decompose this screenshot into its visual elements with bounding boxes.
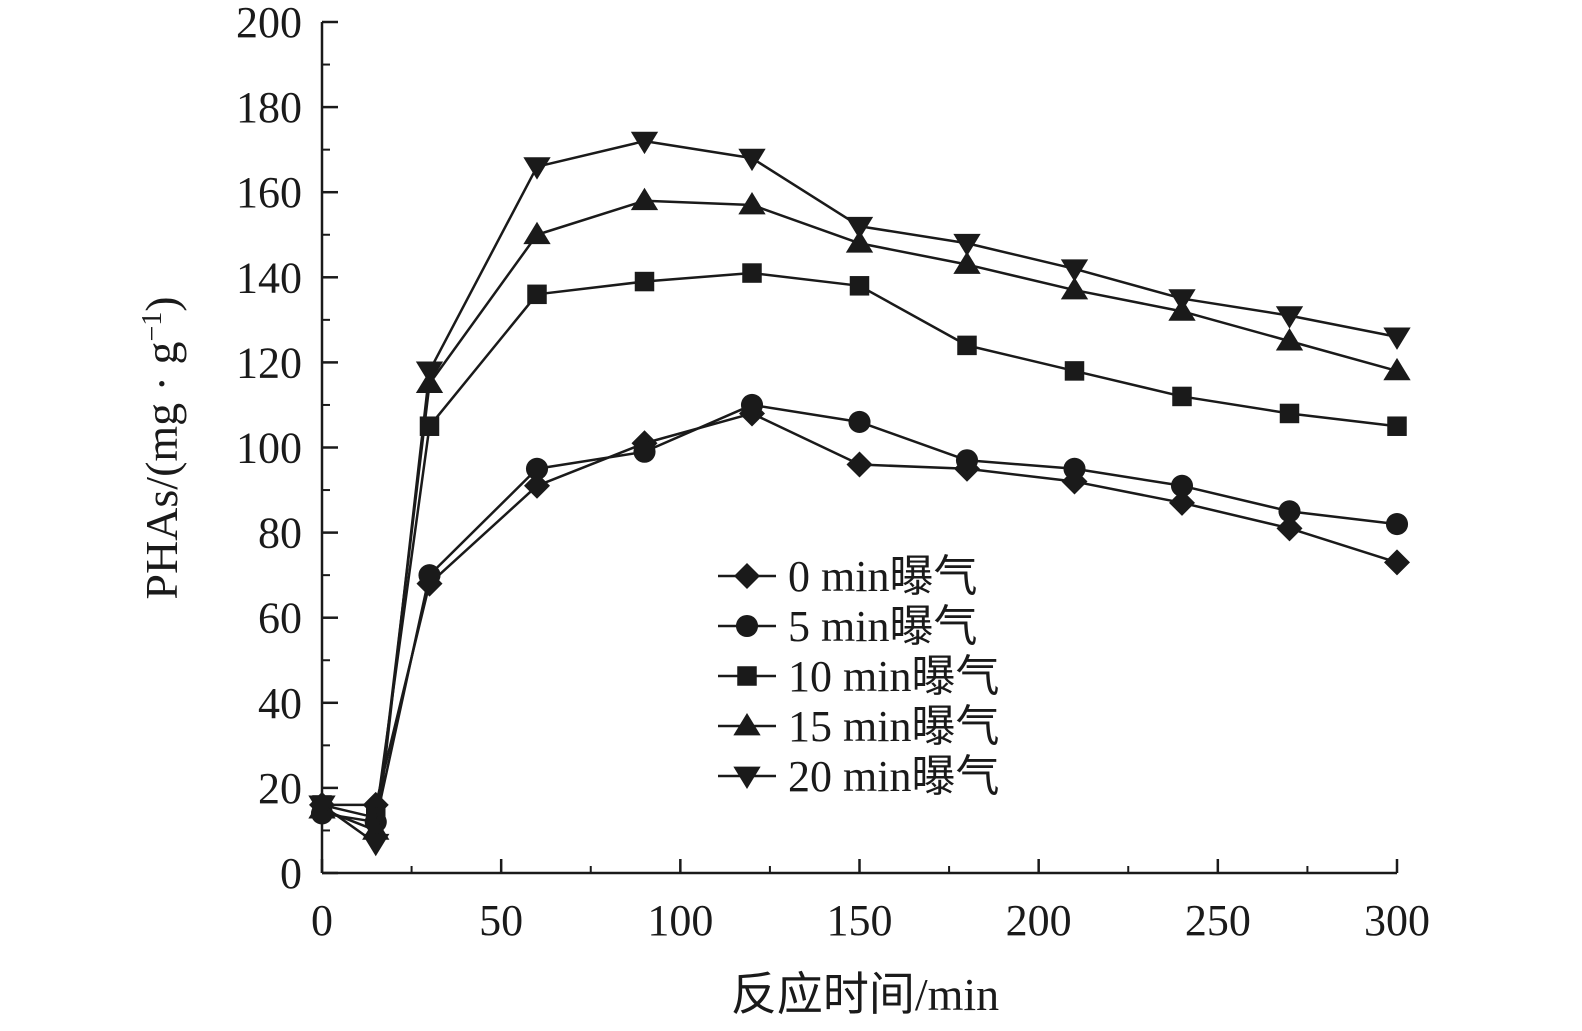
x-axis-title: 反应时间/min — [731, 969, 999, 1020]
legend-item: 15 min曝气 — [718, 702, 999, 751]
data-point — [630, 187, 659, 211]
y-tick-label: 40 — [258, 679, 302, 728]
data-point — [849, 276, 870, 296]
legend-item: 20 min曝气 — [718, 752, 999, 801]
data-point — [848, 410, 871, 434]
x-tick-label: 100 — [647, 896, 713, 945]
data-point — [1387, 416, 1407, 436]
data-point — [1383, 327, 1411, 350]
y-tick-label: 80 — [258, 509, 302, 558]
series-5 — [308, 131, 1411, 857]
data-point — [308, 795, 336, 818]
data-point — [845, 216, 874, 240]
y-tick-label: 180 — [236, 83, 302, 132]
x-tick-label: 200 — [1006, 896, 1072, 945]
data-point — [953, 251, 981, 274]
data-point — [1169, 489, 1195, 516]
data-point — [740, 393, 764, 417]
y-tick-label: 0 — [280, 849, 302, 898]
y-axis-title-superscript: −1 — [137, 312, 168, 342]
data-point — [523, 157, 551, 180]
data-point — [527, 284, 547, 305]
legend-label: 20 min曝气 — [788, 752, 999, 801]
data-point — [953, 233, 981, 257]
data-point — [1168, 289, 1196, 312]
x-tick-label: 250 — [1185, 896, 1251, 945]
series-line — [321, 139, 1398, 845]
axes: 0 50 100 150 200 250 300 0 20 40 60 80 100 120 140 160 1… — [236, 0, 1430, 945]
data-point — [1063, 457, 1086, 480]
data-point — [955, 449, 979, 472]
data-point — [1276, 515, 1303, 542]
data-point — [1385, 513, 1409, 536]
data-point — [1170, 474, 1194, 497]
data-point — [523, 221, 551, 245]
y-tick-label: 160 — [236, 168, 302, 217]
legend-marker — [737, 666, 757, 686]
data-point — [1278, 500, 1301, 523]
data-point — [415, 361, 444, 384]
data-point — [1275, 306, 1304, 329]
data-point — [362, 833, 390, 857]
y-tick-label: 20 — [258, 764, 302, 813]
legend-marker — [733, 713, 761, 736]
data-point — [1384, 549, 1410, 576]
y-tick-label: 100 — [236, 424, 302, 473]
data-point — [738, 191, 766, 215]
legend-marker — [734, 563, 760, 589]
series-line — [321, 271, 1398, 819]
data-point — [524, 472, 550, 499]
data-point — [1172, 386, 1192, 407]
y-axis-title-close: ) — [136, 296, 187, 311]
data-point — [525, 457, 549, 480]
x-tick-label: 300 — [1364, 896, 1430, 945]
data-point — [630, 131, 659, 155]
data-point — [845, 230, 874, 253]
y-axis-title: PHAs/(mg · g−1) — [136, 296, 187, 599]
data-point — [742, 263, 762, 283]
legend-label: 15 min曝气 — [788, 702, 999, 751]
legend-marker — [733, 766, 761, 789]
legend-label: 0 min曝气 — [788, 552, 977, 601]
legend-marker — [735, 614, 759, 638]
y-axis-title-main: PHAs/(mg · g — [136, 342, 187, 600]
data-point — [1060, 259, 1089, 282]
data-point — [957, 335, 977, 356]
data-point — [1383, 357, 1411, 381]
data-point — [633, 440, 656, 463]
data-point — [846, 451, 873, 478]
legend-item: 5 min曝气 — [718, 602, 977, 651]
data-point — [634, 271, 655, 292]
legend-item: 0 min曝气 — [718, 552, 977, 601]
x-tick-label: 150 — [827, 896, 893, 945]
data-point — [1275, 328, 1304, 351]
y-tick-label: 140 — [236, 253, 302, 302]
data-point — [738, 148, 766, 172]
x-tick-label: 0 — [311, 896, 333, 945]
series-line — [321, 403, 1398, 824]
y-tick-label: 120 — [236, 338, 302, 387]
x-tick-label: 50 — [479, 896, 523, 945]
legend-item: 10 min曝气 — [718, 652, 999, 701]
y-tick-label: 60 — [258, 594, 302, 643]
legend-label: 5 min曝气 — [788, 602, 977, 651]
legend-label: 10 min曝气 — [788, 652, 999, 701]
data-point — [418, 564, 441, 587]
data-point — [1064, 361, 1085, 381]
y-tick-label: 200 — [236, 0, 302, 47]
data-point — [1060, 277, 1089, 300]
series-layer — [308, 131, 1411, 857]
data-point — [1279, 403, 1300, 424]
